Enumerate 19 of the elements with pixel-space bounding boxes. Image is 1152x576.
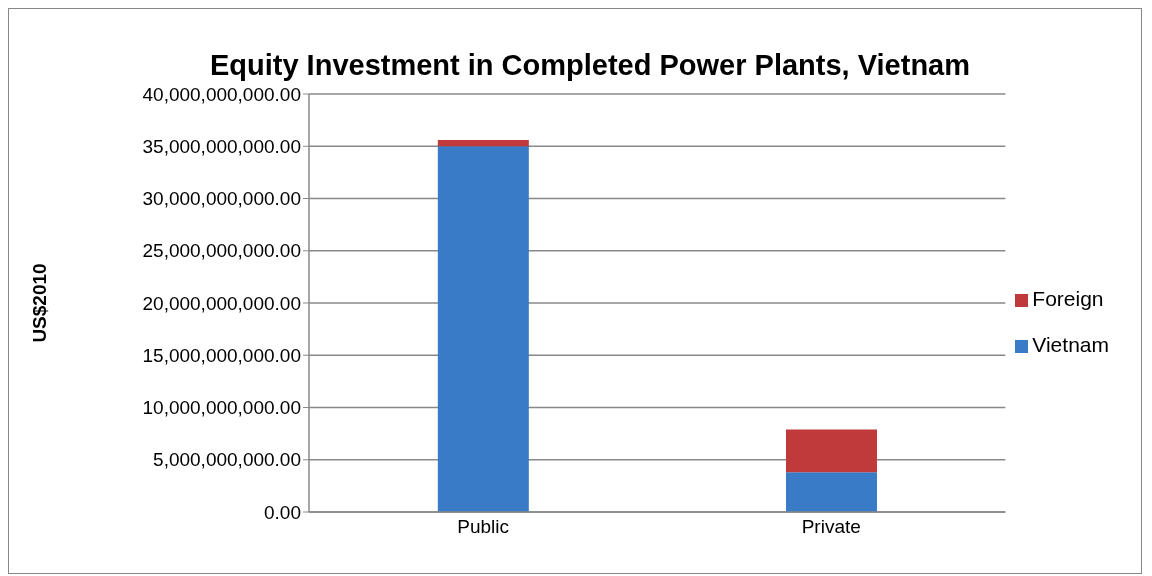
- y-tick-label: 35,000,000,000.00: [142, 135, 301, 157]
- y-tick-label: 25,000,000,000.00: [142, 240, 301, 262]
- y-tick-label: 0.00: [264, 501, 301, 523]
- legend-label: Vietnam: [1032, 333, 1109, 356]
- y-axis-title: US$2010: [28, 263, 50, 343]
- y-tick-label: 30,000,000,000.00: [142, 188, 301, 210]
- y-tick-label: 20,000,000,000.00: [142, 292, 301, 314]
- x-tick-label: Private: [801, 516, 861, 538]
- chart-title: Equity Investment in Completed Power Plants, Vietnam: [208, 49, 972, 82]
- legend-label: Foreign: [1032, 287, 1104, 310]
- y-tick-label: 40,000,000,000.00: [142, 83, 301, 105]
- bar: [437, 146, 529, 512]
- bar: [785, 472, 877, 512]
- y-tick-label: 15,000,000,000.00: [142, 344, 301, 366]
- bar: [437, 139, 529, 147]
- x-tick-label: Public: [457, 516, 509, 538]
- y-tick-label: 5,000,000,000.00: [153, 449, 301, 471]
- bar: [785, 429, 877, 473]
- y-tick-label: 10,000,000,000.00: [142, 397, 301, 419]
